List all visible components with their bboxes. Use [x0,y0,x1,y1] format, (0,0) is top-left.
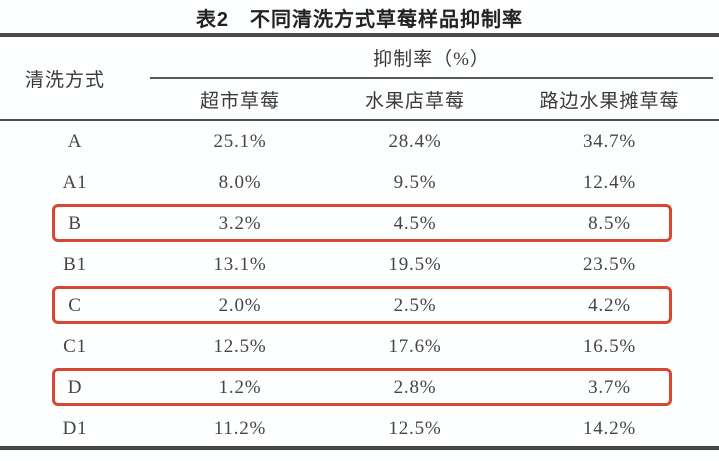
table-row: D1 11.2% 12.5% 14.2% [0,408,719,449]
header-bottom-rule [0,119,719,121]
value-cell: 12.5% [388,417,442,439]
table-row: A1 8.0% 9.5% 12.4% [0,162,719,203]
value-cell: 8.0% [218,171,262,193]
value-cell: 11.2% [213,417,267,439]
value-cell: 9.5% [393,171,437,193]
value-cell: 4.5% [393,212,437,234]
value-cell: 2.0% [218,294,262,316]
value-cell: 12.5% [213,335,267,357]
value-cell: 28.4% [388,130,442,152]
value-cell: 16.5% [582,335,637,357]
value-cell: 19.5% [388,253,442,275]
method-cell: B [68,212,82,234]
method-cell: C [68,294,82,316]
value-cell: 25.1% [213,130,267,152]
method-cell: B1 [63,253,87,275]
value-cell: 13.1% [213,253,267,275]
table-bottom-rule [0,446,719,450]
method-cell: D [67,376,83,398]
table-row: C 2.0% 2.5% 4.2% [0,285,719,326]
highlight-box [52,204,672,242]
table-top-rule [0,33,719,37]
value-cell: 2.8% [393,376,437,398]
table-row: B 3.2% 4.5% 8.5% [0,203,719,244]
sub-header-row: 超市草莓 水果店草莓 路边水果摊草莓 [150,79,719,119]
value-cell: 34.7% [582,130,637,152]
value-cell: 1.2% [218,376,262,398]
highlight-box [52,368,672,406]
value-cell: 23.5% [582,253,637,275]
method-cell: A1 [62,171,88,193]
highlight-box [52,286,672,324]
column-header-cleaning-method: 清洗方式 [24,69,105,91]
value-cell: 12.4% [582,171,637,193]
table-body: A 25.1% 28.4% 34.7% A1 8.0% 9.5% 12.4% B… [0,121,719,449]
group-header-inhibition-rate: 抑制率（%） [373,49,490,70]
value-cell: 4.2% [588,294,631,316]
value-cell: 3.7% [588,376,631,398]
table-title: 表2 不同清洗方式草莓样品抑制率 [195,8,524,31]
value-cell: 2.5% [393,294,437,316]
column-header-roadside-stand: 路边水果摊草莓 [539,90,680,112]
table-row: C1 12.5% 17.6% 16.5% [0,326,719,367]
value-cell: 8.5% [588,212,631,234]
value-cell: 3.2% [218,212,262,234]
value-cell: 14.2% [582,417,637,439]
group-header-underline [150,77,713,79]
table-row: A 25.1% 28.4% 34.7% [0,121,719,162]
table-row: B1 13.1% 19.5% 23.5% [0,244,719,285]
table-row: D 1.2% 2.8% 3.7% [0,367,719,408]
method-cell: C1 [63,335,87,357]
column-header-supermarket: 超市草莓 [199,90,280,112]
method-cell: D1 [62,417,88,439]
method-cell: A [67,130,83,152]
value-cell: 17.6% [388,335,442,357]
column-header-fruit-shop: 水果店草莓 [364,90,465,112]
